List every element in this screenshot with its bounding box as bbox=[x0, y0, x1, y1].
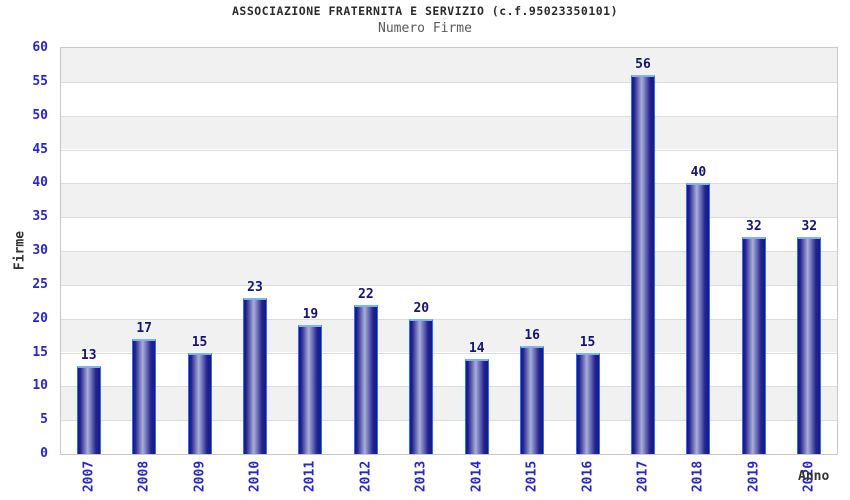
y-tick-label: 15 bbox=[32, 344, 48, 360]
chart-subtitle: Numero Firme bbox=[378, 21, 472, 36]
x-tick-label: 2016 bbox=[580, 460, 596, 493]
gridline bbox=[61, 318, 837, 320]
bar bbox=[132, 338, 157, 454]
bar-value-label: 14 bbox=[468, 341, 485, 357]
y-tick-label: 10 bbox=[32, 378, 48, 394]
bar-value-label: 22 bbox=[358, 287, 374, 303]
bar-value-label: 23 bbox=[247, 280, 263, 296]
gridline bbox=[61, 386, 837, 388]
chart-title: ASSOCIAZIONE FRATERNITA E SERVIZIO (c.f.… bbox=[231, 4, 619, 18]
y-tick-label: 0 bbox=[40, 446, 48, 461]
x-axis-title: Anno bbox=[798, 469, 830, 484]
bar-value-label: 32 bbox=[801, 219, 818, 235]
bar bbox=[631, 75, 655, 454]
y-tick-label: 40 bbox=[32, 175, 48, 191]
bar-value-label: 13 bbox=[80, 348, 97, 364]
bar bbox=[76, 366, 101, 454]
bar bbox=[741, 237, 766, 454]
bar bbox=[298, 325, 323, 454]
y-tick-label: 25 bbox=[32, 276, 48, 292]
x-tick-label: 2012 bbox=[358, 460, 374, 493]
background-band bbox=[61, 386, 837, 421]
y-tick-label: 50 bbox=[32, 107, 48, 123]
x-tick-label: 2015 bbox=[524, 460, 540, 493]
bar-value-label: 32 bbox=[746, 219, 762, 235]
x-tick-label: 2013 bbox=[413, 460, 429, 493]
background-band bbox=[61, 183, 837, 218]
bar bbox=[575, 352, 600, 454]
x-tick-label: 2009 bbox=[192, 460, 208, 493]
bar bbox=[187, 352, 212, 454]
x-tick-label: 2010 bbox=[247, 460, 263, 493]
gridline bbox=[61, 352, 837, 354]
y-tick-label: 55 bbox=[32, 73, 48, 89]
background-band bbox=[61, 251, 837, 285]
bar bbox=[464, 359, 489, 454]
gridline bbox=[61, 115, 837, 117]
y-tick-label: 20 bbox=[32, 310, 48, 326]
bar bbox=[686, 183, 711, 454]
x-tick-label: 2019 bbox=[746, 460, 762, 493]
bar bbox=[353, 305, 378, 454]
bar-value-label: 20 bbox=[413, 300, 430, 316]
bar-value-label: 16 bbox=[524, 327, 540, 343]
y-axis: 0 5 10 15 20 25 30 35 40 45 50 55 60 bbox=[0, 41, 60, 461]
bar bbox=[243, 298, 267, 454]
plot-area: 13 17 15 23 19 22 20 14 16 15 56 40 32 32 bbox=[60, 47, 838, 455]
x-tick-label: 2007 bbox=[81, 460, 97, 493]
y-tick-label: 30 bbox=[32, 243, 48, 258]
x-tick-label: 2018 bbox=[690, 460, 706, 493]
gridline bbox=[61, 217, 837, 219]
x-axis: 2007 2008 2009 2010 2011 2012 2013 2014 2015 2016… bbox=[61, 456, 837, 500]
bar-value-label: 15 bbox=[191, 334, 208, 350]
bar bbox=[797, 237, 822, 454]
y-tick-label: 45 bbox=[32, 141, 48, 157]
gridline bbox=[61, 420, 837, 422]
y-tick-label: 60 bbox=[32, 40, 48, 55]
bar-value-label: 40 bbox=[690, 165, 707, 181]
gridline bbox=[61, 251, 837, 252]
bar bbox=[409, 318, 434, 454]
x-tick-label: 2011 bbox=[302, 460, 318, 493]
y-tick-label: 35 bbox=[32, 209, 48, 225]
x-tick-label: 2008 bbox=[136, 460, 152, 493]
background-band bbox=[61, 115, 837, 150]
gridline bbox=[61, 81, 837, 83]
bar bbox=[520, 345, 545, 454]
bar-value-label: 19 bbox=[302, 307, 319, 323]
gridline bbox=[61, 149, 837, 151]
x-tick-label: 2017 bbox=[635, 460, 651, 493]
gridline bbox=[61, 284, 837, 286]
gridline bbox=[61, 183, 837, 185]
y-tick-label: 5 bbox=[40, 412, 48, 428]
background-band bbox=[61, 48, 837, 82]
bar-value-label: 15 bbox=[579, 334, 596, 350]
x-tick-label: 2014 bbox=[469, 460, 485, 493]
bar-value-label: 17 bbox=[136, 320, 152, 336]
bar-value-label: 56 bbox=[635, 57, 651, 73]
